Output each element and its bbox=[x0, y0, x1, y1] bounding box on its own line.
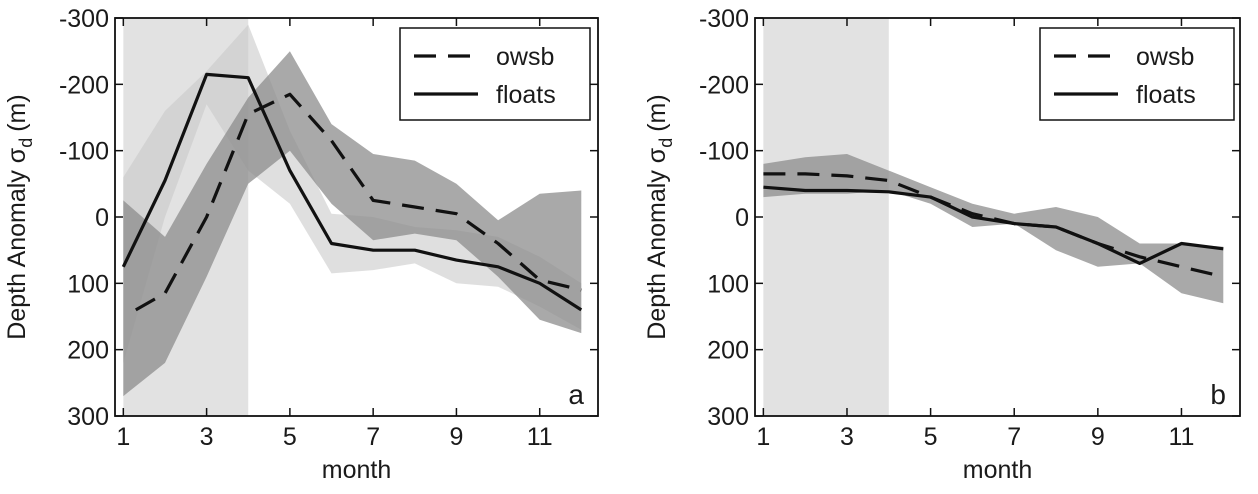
plot-area bbox=[763, 18, 1224, 416]
y-axis-label-unit: (m) bbox=[3, 94, 31, 131]
x-tick-label: 1 bbox=[756, 423, 770, 451]
floats-uncertainty-band bbox=[123, 24, 582, 363]
y-axis-label-subscript: d bbox=[16, 138, 36, 148]
x-tick-label: 7 bbox=[366, 423, 380, 451]
panel-label: a bbox=[568, 379, 584, 410]
x-tick-label: 5 bbox=[924, 423, 938, 451]
y-tick-label: -300 bbox=[699, 5, 749, 33]
y-tick-label: -200 bbox=[59, 71, 109, 99]
legend-box bbox=[1039, 27, 1235, 121]
y-tick-label: -100 bbox=[59, 138, 109, 166]
legend: owsb floats bbox=[399, 27, 591, 121]
y-axis-label: Depth Anomaly σd (m) bbox=[643, 94, 676, 339]
x-axis-label: month bbox=[963, 456, 1032, 484]
x-tick-label: 11 bbox=[1168, 423, 1194, 451]
x-tick-label: 9 bbox=[449, 423, 463, 451]
legend-label-floats: floats bbox=[496, 81, 556, 109]
shaded-season-region bbox=[763, 18, 889, 416]
chart-panel-b: 1 3 5 7 9 11 -300 -200 -100 0 100 200 300 month Depth … bbox=[643, 5, 1241, 484]
y-tick-label: -200 bbox=[699, 71, 749, 99]
y-axis-label-main: Depth Anomaly σ bbox=[643, 147, 671, 339]
y-tick-label: 100 bbox=[67, 270, 109, 298]
legend-label-owsb: owsb bbox=[1136, 43, 1194, 71]
y-tick-label: -100 bbox=[699, 138, 749, 166]
x-tick-label: 11 bbox=[527, 423, 553, 451]
owsb-series-line bbox=[763, 172, 1224, 279]
y-axis-label-unit: (m) bbox=[643, 94, 671, 131]
y-tick-label: 0 bbox=[735, 204, 749, 232]
x-axis-label: month bbox=[322, 456, 391, 484]
y-tick-label: 100 bbox=[707, 270, 749, 298]
y-tick-label: 0 bbox=[95, 204, 109, 232]
legend-box bbox=[399, 27, 591, 121]
x-tick-label: 1 bbox=[116, 423, 130, 451]
floats-series-line bbox=[763, 185, 1224, 265]
panel-label: b bbox=[1210, 379, 1226, 410]
plot-area bbox=[121, 18, 583, 416]
floats-series-line bbox=[121, 72, 583, 312]
chart-panel-a: 1 3 5 7 9 11 -300 -200 -100 0 100 200 300 month Depth … bbox=[3, 5, 599, 484]
y-axis-label: Depth Anomaly σd (m) bbox=[3, 94, 36, 339]
y-tick-label: -300 bbox=[59, 5, 109, 33]
x-tick-label: 3 bbox=[200, 423, 214, 451]
legend-label-owsb: owsb bbox=[496, 43, 554, 71]
x-tick-label: 7 bbox=[1007, 423, 1021, 451]
y-tick-label: 300 bbox=[707, 403, 749, 431]
legend-label-floats: floats bbox=[1136, 81, 1196, 109]
x-tick-label: 9 bbox=[1091, 423, 1105, 451]
x-tick-label: 5 bbox=[283, 423, 297, 451]
y-tick-label: 200 bbox=[707, 337, 749, 365]
y-tick-label: 300 bbox=[67, 403, 109, 431]
y-axis-label-main: Depth Anomaly σ bbox=[3, 147, 31, 339]
y-axis-label-subscript: d bbox=[656, 138, 676, 148]
owsb-series-line bbox=[135, 92, 582, 312]
x-tick-label: 3 bbox=[840, 423, 854, 451]
legend: owsb floats bbox=[1039, 27, 1235, 121]
y-tick-label: 200 bbox=[67, 337, 109, 365]
